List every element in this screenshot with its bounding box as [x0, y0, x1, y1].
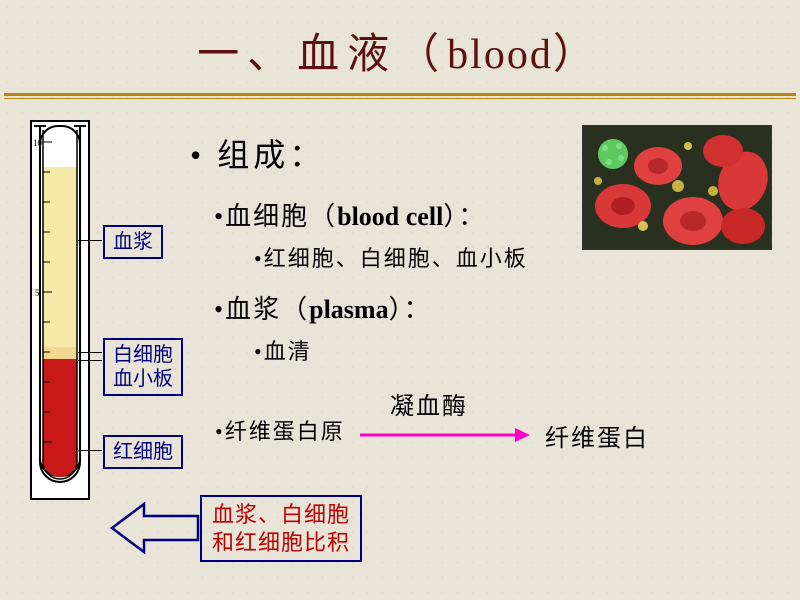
plasma-tail: ）： [389, 295, 432, 324]
svg-text:10: 10 [33, 138, 43, 148]
lead-line-buffy2 [78, 360, 102, 361]
bc-prefix: 血细胞（ [225, 202, 337, 231]
plasma-prefix: 血浆（ [225, 295, 309, 324]
label-plasma: 血浆 [103, 225, 163, 259]
heading-text: 组成： [217, 137, 325, 173]
reaction-arrow-icon [360, 425, 530, 445]
svg-text:5: 5 [35, 288, 40, 298]
ratio-arrow-icon [110, 500, 200, 556]
title-latin: blood [447, 32, 553, 78]
label-buffy-text: 白细胞 血小板 [113, 344, 173, 390]
reaction-row: •纤维蛋白原 凝血酶 纤维蛋白 [215, 400, 765, 460]
bc-sub-text: 红细胞、白细胞、血小板 [264, 246, 528, 271]
bc-tail: ）： [443, 202, 486, 231]
blood-cells-image [582, 125, 772, 250]
title-suffix: ） [553, 32, 603, 78]
fibrinogen-text: 纤维蛋白原 [225, 419, 345, 444]
label-rbc: 红细胞 [103, 435, 183, 469]
thrombin-label: 凝血酶 [390, 386, 468, 421]
serum-text: 血清 [264, 339, 312, 364]
bc-latin: blood cell [337, 202, 443, 231]
label-plasma-text: 血浆 [113, 231, 153, 253]
ratio-box: 血浆、白细胞 和红细胞比积 [200, 495, 362, 562]
plasma-latin: plasma [309, 295, 388, 324]
lead-line-rbc [78, 450, 102, 451]
label-rbc-text: 红细胞 [113, 441, 173, 463]
lead-line-plasma [78, 240, 102, 241]
ratio-text: 血浆、白细胞 和红细胞比积 [212, 502, 350, 555]
lead-line-buffy [78, 352, 102, 353]
bullet-serum: •血清 [254, 334, 770, 366]
test-tube: 10 5 [30, 120, 90, 500]
tube-svg: 10 5 [32, 122, 88, 498]
bullet-plasma: •血浆（plasma）： [214, 289, 770, 326]
thrombin-text: 凝血酶 [390, 394, 468, 420]
title-prefix: 一、血液（ [197, 32, 447, 78]
page-title: 一、血液（blood） [0, 0, 800, 93]
fibrinogen-label: •纤维蛋白原 [215, 414, 345, 446]
fibrin-label: 纤维蛋白 [545, 418, 649, 453]
divider [4, 93, 796, 99]
fibrin-text: 纤维蛋白 [545, 426, 649, 452]
label-buffy: 白细胞 血小板 [103, 338, 183, 396]
